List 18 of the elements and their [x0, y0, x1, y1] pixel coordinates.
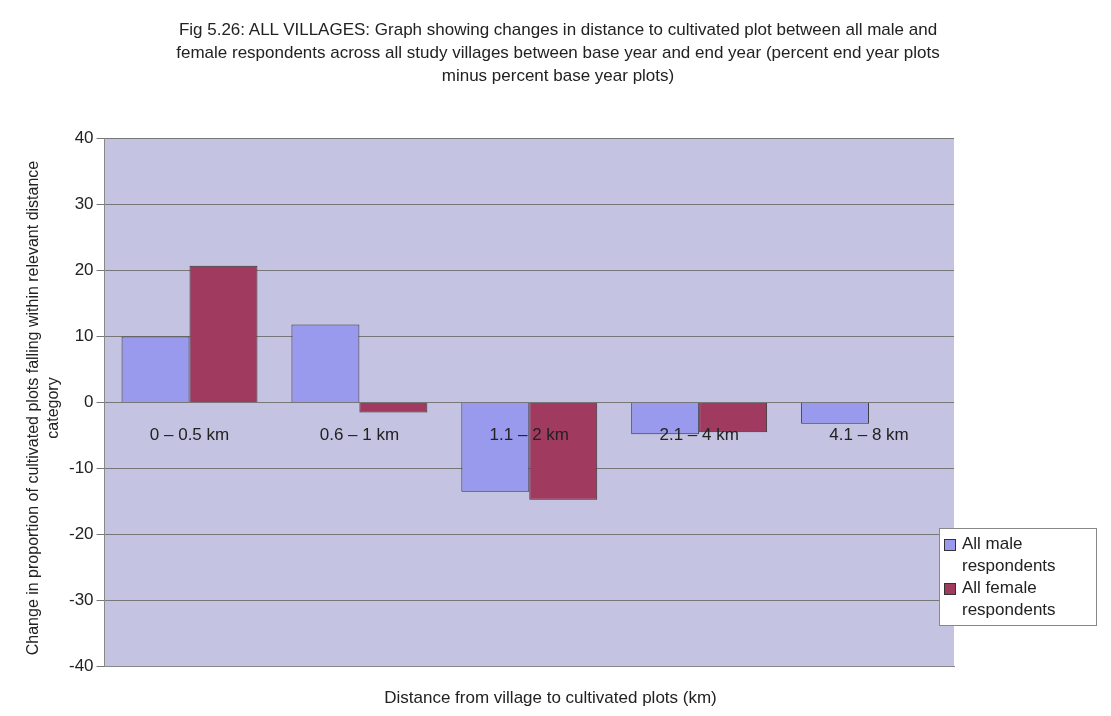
y-tick-label: -40: [68, 656, 94, 676]
y-tick-label: -20: [68, 524, 94, 544]
x-tick-label: 4.1 – 8 km: [829, 424, 909, 444]
x-axis-title: Distance from village to cultivated plots (km): [383, 688, 718, 708]
y-axis-title: Change in proportion of cultivated plots falling within relevant distance category: [23, 159, 62, 658]
y-tick-label: 40: [74, 127, 94, 147]
y-tick-label: 20: [74, 260, 94, 280]
x-tick-label: 0.6 – 1 km: [319, 424, 400, 444]
legend-label: All female respondents: [962, 577, 1057, 621]
y-tick-label: 10: [74, 326, 94, 346]
x-tick-label: 1.1 – 2 km: [489, 424, 569, 444]
chart-title: Fig 5.26: ALL VILLAGES: Graph showing changes in distance to cultivated plot between all male and female respondents across all study villages between base year and end year (percent end year plots minus percent base year plots): [175, 19, 941, 87]
y-tick-label: 0: [84, 392, 94, 412]
y-tick-label: 30: [74, 193, 94, 213]
y-tick-label: -30: [68, 590, 94, 610]
y-tick-label: -10: [68, 458, 94, 478]
legend-label: All male respondents: [962, 533, 1057, 577]
x-tick-label: 0 – 0.5 km: [149, 424, 230, 444]
